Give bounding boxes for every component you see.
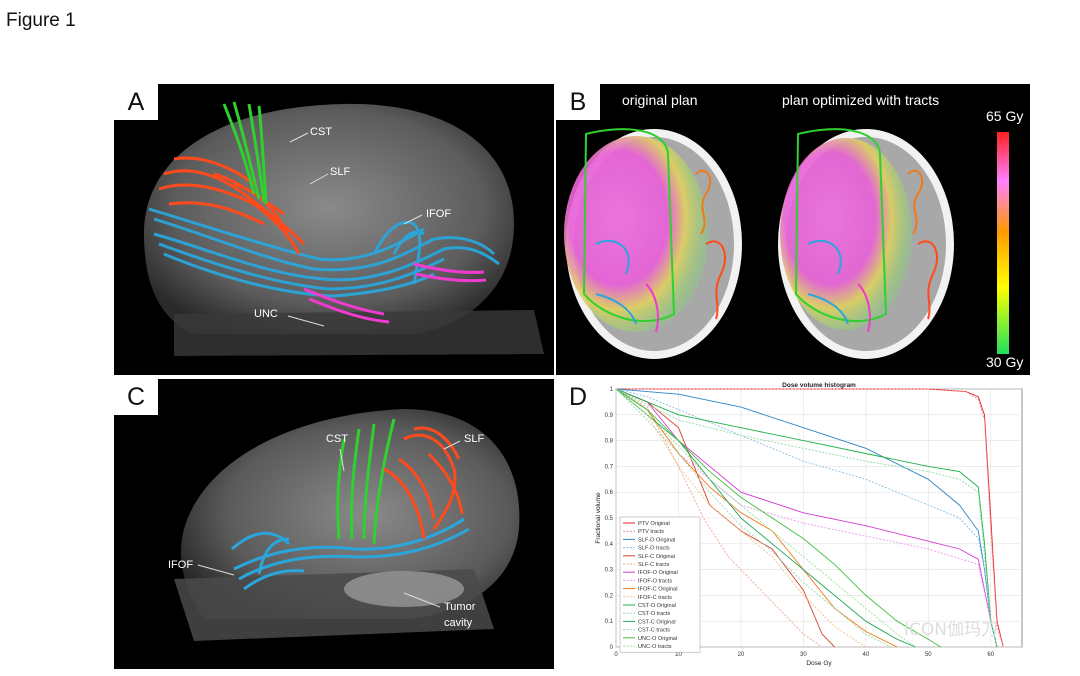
x-tick-label: 10 <box>675 652 682 658</box>
axial-slice-optimized <box>778 128 954 359</box>
x-axis-label: Dose Gy <box>806 660 832 667</box>
original-plan-label: original plan <box>622 92 698 108</box>
optimized-plan-label: plan optimized with tracts <box>782 92 940 108</box>
dvh-chart: 0 10 20 30 40 50 60 0 0.1 0.2 0.3 0.4 0.5 0.6 0.7 0.8 0.… <box>595 382 1023 667</box>
x-tick-label: 50 <box>925 652 932 658</box>
legend-entry: CST-C Original <box>638 619 676 625</box>
colorbar-max-label: 65 Gy <box>986 108 1024 124</box>
label-cst-a: CST <box>310 126 332 138</box>
ifof-tract <box>148 207 500 298</box>
panel-a-letter: A <box>114 84 158 120</box>
y-tick-label: 0.3 <box>605 568 614 574</box>
panel-c: C CST SLF IFOF Tumor cavity <box>114 379 554 669</box>
cst-tract-c <box>336 418 396 545</box>
legend-entry: SLF-C Original <box>638 554 675 560</box>
series-line-3 <box>615 388 998 648</box>
series-line-8 <box>615 388 898 648</box>
y-tick-label: 0.1 <box>605 619 614 625</box>
y-axis-label: Fractional volume <box>595 492 602 544</box>
axial-slice-original <box>564 128 742 359</box>
legend-entry: PTV Original <box>638 521 670 527</box>
panel-c-illustration <box>174 409 520 641</box>
label-tumor-line1: Tumor <box>444 601 476 613</box>
legend-entry: CST-C tracts <box>638 628 670 634</box>
panel-a-illustration <box>144 101 544 356</box>
label-slf-a: SLF <box>330 166 351 178</box>
y-tick-label: 0.2 <box>605 593 614 599</box>
panel-d: 0 10 20 30 40 50 60 0 0.1 0.2 0.3 0.4 0.5 0.6 0.7 0.8 0.… <box>556 379 1030 669</box>
y-tick-label: 0.8 <box>605 439 614 445</box>
legend-entry: IFOF-O Original <box>638 570 678 576</box>
label-unc-a: UNC <box>254 308 278 320</box>
x-tick-label: 60 <box>987 652 994 658</box>
legend-entry: CST-O Original <box>638 603 676 609</box>
series-line-12 <box>615 388 916 648</box>
panel-c-letter: C <box>114 379 158 415</box>
ifof-tract-c <box>230 517 470 591</box>
series-line-11 <box>615 388 998 648</box>
label-slf-c: SLF <box>464 433 485 445</box>
legend-entry: IFOF-C tracts <box>638 595 672 601</box>
label-ifof-c: IFOF <box>168 559 194 571</box>
series-line-14 <box>615 388 942 648</box>
slf-tract-c <box>383 426 464 540</box>
panel-b: B original plan plan optimized with trac… <box>556 84 1030 375</box>
x-tick-label: 20 <box>738 652 745 658</box>
series-line-4 <box>615 388 835 648</box>
series-line-15 <box>615 388 917 648</box>
legend-entry: SLF-O tracts <box>638 546 670 552</box>
panel-b-letter: B <box>556 84 600 120</box>
legend-entry: UNC-O tracts <box>638 644 672 650</box>
label-tumor-line2: cavity <box>444 617 473 629</box>
legend-entry: CST-O tracts <box>638 611 671 617</box>
legend-entry: SLF-C tracts <box>638 562 670 568</box>
panel-d-letter: D <box>556 379 600 415</box>
legend-entry: SLF-O Original <box>638 537 675 543</box>
label-cst-c: CST <box>326 433 348 445</box>
legend-entry: UNC-O Original <box>638 636 677 642</box>
legend-entry: IFOF-C Original <box>638 587 677 593</box>
dose-colorbar <box>997 132 1009 354</box>
series-line-5 <box>615 388 823 648</box>
label-ifof-a: IFOF <box>426 208 452 220</box>
slf-tract <box>158 156 306 255</box>
y-tick-label: 0.7 <box>605 464 614 470</box>
y-tick-label: 0.9 <box>605 413 614 419</box>
chart-title: Dose volume histogram <box>782 382 856 389</box>
cst-tract <box>222 101 268 205</box>
y-tick-label: 1 <box>610 387 614 393</box>
series-line-13 <box>615 388 892 648</box>
y-tick-label: 0.4 <box>605 542 614 548</box>
panel-b-illustration <box>564 128 1009 359</box>
x-tick-label: 0 <box>614 652 618 658</box>
y-tick-label: 0.5 <box>605 516 614 522</box>
series-line-6 <box>615 388 998 648</box>
unc-tract <box>303 262 487 324</box>
y-tick-label: 0 <box>610 645 614 651</box>
figure-title: Figure 1 <box>6 10 76 31</box>
x-tick-label: 40 <box>863 652 870 658</box>
legend-entry: PTV tracts <box>638 529 664 535</box>
series-line-9 <box>615 388 867 648</box>
legend-entry: IFOF-O tracts <box>638 578 672 584</box>
x-tick-label: 30 <box>800 652 807 658</box>
panel-a: A CST SLF IFOF UNC <box>114 84 554 375</box>
series-line-10 <box>615 388 998 648</box>
series-line-1 <box>616 388 1004 648</box>
watermark-text: ICON伽玛刀 <box>904 620 998 640</box>
series-line-2 <box>615 388 998 648</box>
colorbar-min-label: 30 Gy <box>986 354 1024 370</box>
y-tick-label: 0.6 <box>605 490 614 496</box>
